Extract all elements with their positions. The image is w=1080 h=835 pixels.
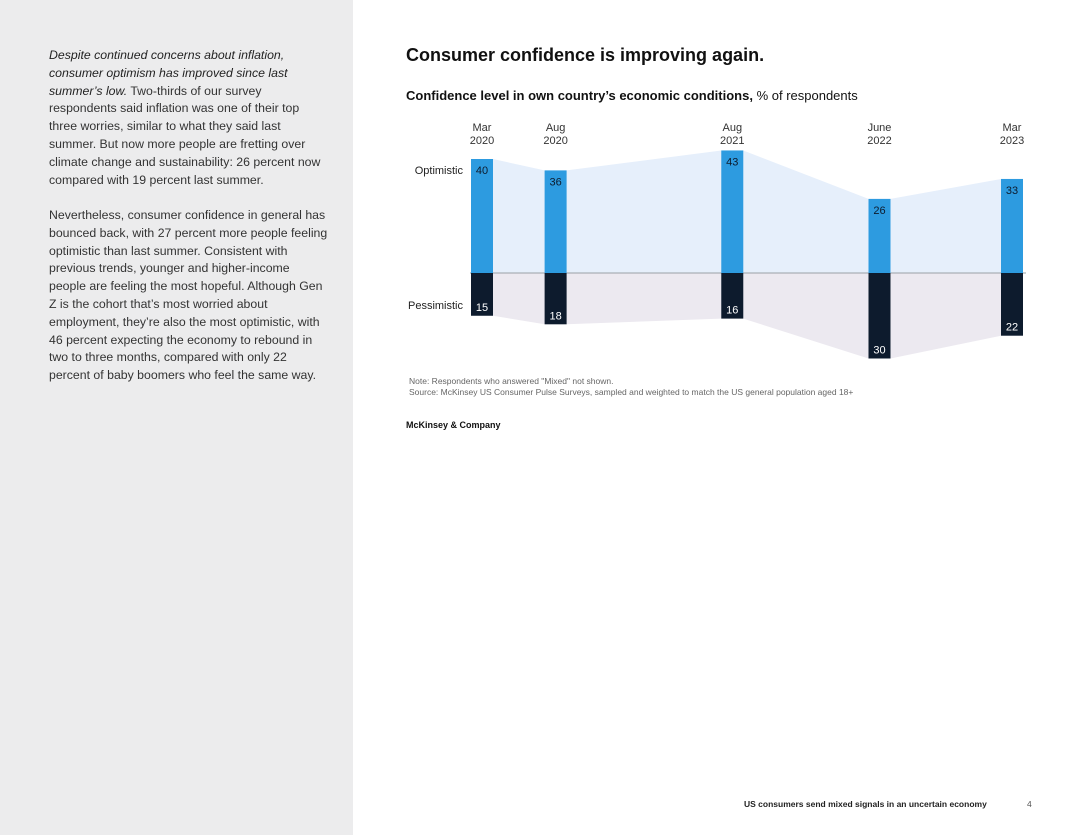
series-label-optimistic: Optimistic	[415, 165, 464, 177]
optimistic-bar	[721, 150, 744, 273]
optimistic-value-label: 26	[873, 205, 885, 217]
x-tick-year: 2020	[470, 135, 494, 147]
pessimistic-value-label: 18	[549, 310, 561, 322]
optimistic-value-label: 36	[549, 176, 561, 188]
pessimistic-value-label: 16	[726, 305, 738, 317]
optimistic-value-label: 40	[476, 165, 488, 177]
pessimistic-bar	[868, 273, 891, 359]
optimistic-bar	[1001, 178, 1023, 273]
x-tick-month: Aug	[546, 122, 566, 134]
chart-note: Note: Respondents who answered "Mixed" n…	[409, 376, 614, 386]
x-tick-year: 2021	[720, 135, 744, 147]
series-label-pessimistic: Pessimistic	[408, 300, 464, 312]
pessimistic-bar	[471, 273, 493, 316]
pessimistic-bar	[721, 273, 744, 319]
x-tick-month: Aug	[722, 122, 742, 134]
footer-title: US consumers send mixed signals in an un…	[744, 799, 987, 809]
optimistic-bar	[868, 198, 891, 273]
chart-source: Source: McKinsey US Consumer Pulse Surve…	[409, 386, 854, 397]
pessimistic-bar	[544, 273, 567, 325]
pessimistic-value-label: 30	[873, 345, 885, 357]
sidebar-paragraph-1: Despite continued concerns about inflati…	[49, 47, 329, 189]
pessimistic-value-label: 22	[1006, 322, 1018, 334]
x-tick-month: Mar	[1003, 122, 1022, 134]
optimistic-bar	[544, 170, 567, 273]
sidebar-paragraph-2: Nevertheless, consumer confidence in gen…	[49, 208, 328, 383]
chart-subtitle: Confidence level in own country’s econom…	[406, 88, 858, 103]
confidence-chart: 4015Mar20203618Aug20204316Aug20212630Jun…	[408, 122, 1026, 359]
sidebar-panel: Despite continued concerns about inflati…	[0, 0, 353, 835]
optimistic-bar	[471, 159, 493, 273]
x-tick-year: 2020	[543, 135, 567, 147]
optimistic-value-label: 43	[726, 156, 738, 168]
pessimistic-bar	[1001, 273, 1023, 336]
chart-subtitle-bold: Confidence level in own country’s econom…	[406, 88, 753, 103]
page-title: Consumer confidence is improving again.	[406, 45, 765, 65]
sidebar-intro-text: Despite continued concerns about inflati…	[49, 48, 288, 98]
chart-notes: Note: Respondents who answered "Mixed" n…	[409, 376, 853, 397]
x-tick-month: Mar	[473, 122, 492, 134]
x-tick-year: 2022	[867, 135, 891, 147]
sidebar-paragraph-1-text: Two-thirds of our survey respondents sai…	[49, 83, 321, 187]
x-tick-month: June	[868, 122, 892, 134]
page-number: 4	[1027, 799, 1032, 809]
pessimistic-value-label: 15	[476, 302, 488, 314]
optimistic-value-label: 33	[1006, 185, 1018, 197]
x-tick-year: 2023	[1000, 135, 1024, 147]
brand-label: McKinsey & Company	[406, 420, 501, 430]
chart-subtitle-unit: % of respondents	[752, 88, 858, 103]
